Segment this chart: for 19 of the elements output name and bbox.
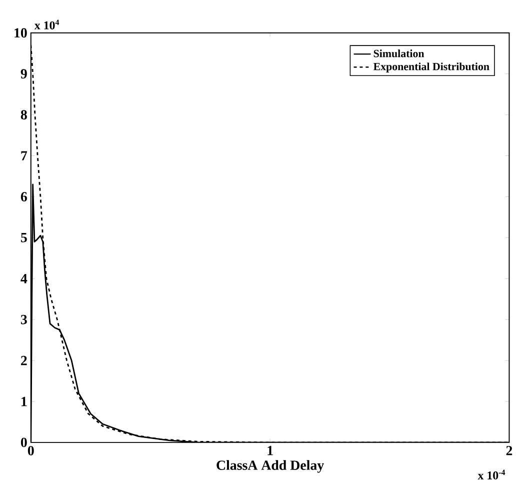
y-tick-label: 2 bbox=[21, 356, 27, 366]
text: x 10$^{-4}$ bbox=[478, 470, 506, 480]
y-tick-label: 5 bbox=[21, 232, 27, 242]
y-tick-label: 10 bbox=[14, 28, 27, 38]
legend-label: Exponential Distribution bbox=[373, 62, 490, 72]
text: x 10$^{4}$ bbox=[34, 20, 60, 30]
y-tick-label: 3 bbox=[20, 314, 27, 324]
y-tick-label: 9 bbox=[20, 69, 27, 78]
x-axis-title: ClassA Add Delay bbox=[216, 460, 324, 473]
y-tick-label: 1 bbox=[22, 396, 27, 406]
y-tick-label: 8 bbox=[20, 110, 27, 120]
y-tick-label: 7 bbox=[21, 151, 28, 160]
legend-label: Simulation bbox=[374, 49, 424, 58]
y-tick-label: 0 bbox=[20, 438, 27, 448]
x-tick-label: 1 bbox=[268, 446, 273, 455]
y-tick-label: 6 bbox=[20, 192, 27, 202]
x-tick-label: 0 bbox=[28, 446, 34, 456]
y-tick-label: 4 bbox=[20, 274, 28, 284]
x-tick-label: 2 bbox=[506, 446, 512, 456]
